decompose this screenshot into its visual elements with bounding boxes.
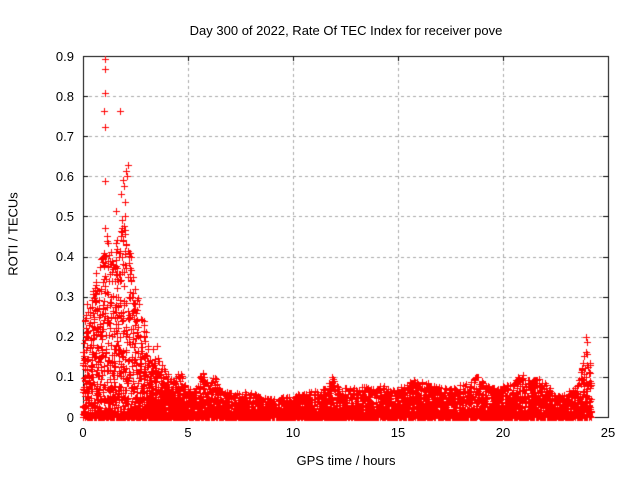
x-tick-label-5: 5 — [184, 425, 192, 440]
y-tick-label-0.5: 0.5 — [55, 209, 74, 224]
y-tick-label-0.3: 0.3 — [55, 289, 74, 305]
y-tick-label-0.7: 0.7 — [55, 128, 74, 144]
y-tick-label-0.1: 0.1 — [55, 369, 74, 385]
y-tick-label-0.6: 0.6 — [55, 168, 74, 184]
y-tick-label-0.2: 0.2 — [55, 329, 74, 345]
y-tick-label-0: 0 — [66, 409, 74, 425]
chart-title: Day 300 of 2022, Rate Of TEC Index for r… — [189, 23, 503, 38]
x-tick-label-20: 20 — [495, 425, 511, 440]
x-tick-label-0: 0 — [79, 425, 87, 440]
y-tick-label-0.4: 0.4 — [55, 249, 74, 265]
y-tick-label-0.8: 0.8 — [55, 88, 74, 104]
x-axis-label: GPS time / hours — [296, 453, 396, 468]
x-tick-label-15: 15 — [390, 425, 406, 440]
y-tick-label-0.9: 0.9 — [55, 48, 74, 64]
x-tick-label-25: 25 — [600, 425, 616, 440]
x-tick-label-10: 10 — [285, 425, 301, 440]
